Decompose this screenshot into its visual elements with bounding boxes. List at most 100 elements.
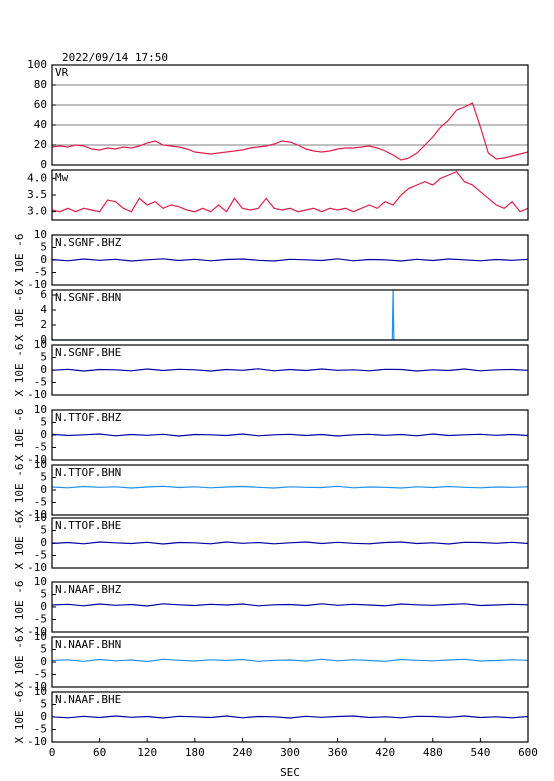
y-tick-label: 10 [34, 630, 47, 643]
y-tick-label: 0 [40, 710, 47, 723]
trace [51, 603, 529, 607]
panel-label: N.SGNF.BHZ [55, 236, 122, 249]
panel-label: N.TTOF.BHE [55, 519, 121, 532]
panel-label: N.NAAF.BHZ [55, 583, 122, 596]
y-tick-label: 60 [34, 98, 47, 111]
x-tick-label: 300 [280, 746, 300, 759]
y-tick-label: 5 [40, 351, 47, 364]
y-tick-label: 3.0 [27, 205, 47, 218]
panel-label: N.SGNF.BHN [55, 291, 121, 304]
trace [51, 170, 529, 213]
y-tick-label: 5 [40, 524, 47, 537]
y-tick-label: 0 [40, 536, 47, 549]
panel-frame [51, 636, 529, 688]
x-tick-label: 60 [93, 746, 106, 759]
y-tick-label: -5 [34, 613, 47, 626]
y-tick-label: 0 [40, 253, 47, 266]
y-axis-label: X 10E -6 [13, 581, 26, 634]
y-tick-label: -10 [27, 453, 47, 466]
y-tick-label: 5 [40, 698, 47, 711]
y-tick-label: 4 [40, 303, 47, 316]
y-tick-label: 5 [40, 643, 47, 656]
y-tick-label: 5 [40, 471, 47, 484]
panel-frame [51, 409, 529, 461]
y-axis-label: X 10E -6 [13, 344, 26, 397]
y-tick-label: -5 [34, 549, 47, 562]
x-tick-label: 600 [518, 746, 538, 759]
x-tick-label: 420 [375, 746, 395, 759]
y-tick-label: 0 [40, 158, 47, 171]
y-tick-label: 10 [34, 685, 47, 698]
y-tick-label: -10 [27, 388, 47, 401]
y-tick-label: 0 [40, 655, 47, 668]
y-tick-label: 10 [34, 228, 47, 241]
y-tick-label: 3.5 [27, 188, 47, 201]
y-tick-label: 2 [40, 318, 47, 331]
y-tick-label: -10 [27, 508, 47, 521]
y-tick-label: 10 [34, 511, 47, 524]
panel-frame [51, 344, 529, 396]
y-axis-label: X 10E -6 [13, 464, 26, 517]
y-tick-label: -5 [34, 723, 47, 736]
y-tick-label: 0 [40, 333, 47, 346]
y-tick-label: -10 [27, 625, 47, 638]
y-tick-label: -10 [27, 680, 47, 693]
y-tick-label: 10 [34, 575, 47, 588]
x-tick-label: 0 [49, 746, 56, 759]
x-tick-label: 180 [185, 746, 205, 759]
panel-label: N.SGNF.BHE [55, 346, 121, 359]
panel-frame [51, 517, 529, 569]
panel-label: N.NAAF.BHN [55, 638, 121, 651]
x-tick-label: 360 [328, 746, 348, 759]
panel-label: N.TTOF.BHN [55, 466, 121, 479]
x-tick-label: 240 [232, 746, 252, 759]
y-axis-label: X 10E -6 [13, 691, 26, 744]
panel-frame [51, 234, 529, 286]
panel-label: VR [55, 66, 69, 79]
panel-label: Mw [55, 171, 69, 184]
y-tick-label: -5 [34, 376, 47, 389]
trace [51, 102, 529, 161]
panel-frame [51, 464, 529, 516]
y-tick-label: 40 [34, 118, 47, 131]
panel-frame [51, 581, 529, 633]
trace [51, 433, 529, 437]
panel-label: N.TTOF.BHZ [55, 411, 122, 424]
y-tick-label: 0 [40, 483, 47, 496]
y-tick-label: 5 [40, 588, 47, 601]
trace [51, 715, 529, 719]
y-tick-label: 10 [34, 403, 47, 416]
y-tick-label: -10 [27, 735, 47, 748]
panel-frame [51, 64, 529, 166]
trace [52, 289, 528, 341]
x-tick-label: 540 [470, 746, 490, 759]
y-tick-label: 0 [40, 428, 47, 441]
y-tick-label: 20 [34, 138, 47, 151]
y-tick-label: -5 [34, 668, 47, 681]
y-tick-label: -10 [27, 561, 47, 574]
trace [51, 485, 529, 489]
y-axis-label: X 10E -6 [13, 289, 26, 342]
trace [51, 368, 529, 372]
y-tick-label: 4.0 [27, 171, 47, 184]
y-tick-label: 5 [40, 416, 47, 429]
y-axis-label: X 10E -6 [13, 517, 26, 570]
y-axis-label: X 10E -6 [13, 636, 26, 689]
trace [51, 258, 529, 262]
y-tick-label: 0 [40, 600, 47, 613]
y-tick-label: 100 [27, 58, 47, 71]
y-tick-label: 5 [40, 241, 47, 254]
chart-title: 2022/09/14 17:50 [62, 51, 168, 64]
panel-frame [51, 169, 529, 221]
y-tick-label: 6 [40, 288, 47, 301]
x-tick-label: 480 [423, 746, 443, 759]
y-axis-label: X 10E -6 [13, 409, 26, 462]
y-axis-label: X 10E -6 [13, 234, 26, 287]
y-tick-label: 0 [40, 363, 47, 376]
y-tick-label: 80 [34, 78, 47, 91]
y-tick-label: -5 [34, 266, 47, 279]
trace [51, 658, 529, 663]
trace [51, 541, 529, 545]
